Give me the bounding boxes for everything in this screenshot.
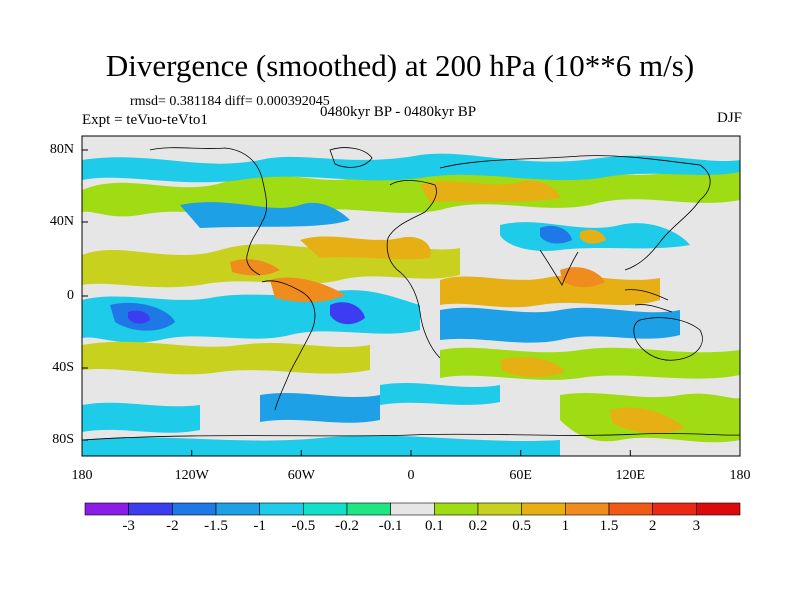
colorbar-swatch bbox=[565, 502, 610, 516]
colorbar-label: -1 bbox=[253, 518, 266, 534]
period-label: 0480kyr BP - 0480kyr BP bbox=[320, 104, 477, 120]
coast-north-america bbox=[149, 147, 267, 276]
colorbar-swatch bbox=[477, 502, 522, 516]
coast-australia bbox=[633, 317, 703, 361]
colorbar-swatch bbox=[652, 502, 697, 516]
field-negative-11 bbox=[82, 402, 200, 433]
contour-fill bbox=[82, 153, 740, 456]
colorbar-label: 3 bbox=[692, 518, 701, 534]
axis-ticks bbox=[82, 149, 631, 456]
stats-text: rmsd= 0.381184 diff= 0.000392045 bbox=[130, 94, 330, 109]
y-tick-label: 40N bbox=[49, 214, 74, 229]
colorbar-swatch bbox=[303, 502, 348, 516]
colorbar-swatch bbox=[434, 502, 479, 516]
colorbar-label: -3 bbox=[122, 518, 135, 534]
y-tick-label: 80S bbox=[52, 432, 74, 447]
colorbar bbox=[84, 502, 741, 516]
field-negative-13 bbox=[82, 435, 560, 456]
field-negative-8 bbox=[330, 302, 365, 325]
x-tick-label: 60W bbox=[287, 468, 315, 483]
field-positive-14 bbox=[610, 407, 685, 434]
x-tick-label: 180 bbox=[729, 468, 751, 483]
colorbar-label: 0.1 bbox=[424, 518, 444, 534]
y-tick-label: 80N bbox=[49, 142, 74, 157]
colorbar-swatch bbox=[390, 502, 435, 516]
season-label: DJF bbox=[716, 110, 742, 126]
colorbar-label: -2 bbox=[166, 518, 179, 534]
field-positive-9 bbox=[560, 267, 605, 288]
x-tick-label: 120E bbox=[615, 468, 646, 483]
x-tick-label: 0 bbox=[407, 468, 415, 483]
experiment-label: Expt = teVuo-teVto1 bbox=[82, 112, 208, 128]
plot-title: Divergence (smoothed) at 200 hPa (10**6 … bbox=[105, 48, 695, 83]
colorbar-label: 1.5 bbox=[599, 518, 619, 534]
colorbar-swatch bbox=[346, 502, 391, 516]
x-tick-label: 120W bbox=[174, 468, 209, 483]
colorbar-label: 0.5 bbox=[512, 518, 532, 534]
coast-europe-africa bbox=[386, 180, 441, 359]
coast-greenland bbox=[329, 147, 373, 168]
colorbar-label: 0.2 bbox=[468, 518, 488, 534]
colorbar-label: -0.2 bbox=[335, 518, 359, 534]
field-negative-7 bbox=[128, 310, 150, 324]
coast-indonesia bbox=[624, 289, 673, 313]
field-positive-2 bbox=[420, 180, 560, 202]
coastlines bbox=[82, 147, 740, 441]
y-tick-label: 0 bbox=[67, 288, 74, 303]
coast-india bbox=[539, 249, 579, 286]
y-tick-label: 40S bbox=[52, 360, 74, 375]
x-tick-label: 180 bbox=[71, 468, 93, 483]
colorbar-label: -0.5 bbox=[291, 518, 316, 534]
colorbar-swatch bbox=[521, 502, 566, 516]
field-positive-8 bbox=[440, 275, 660, 308]
field-negative-10 bbox=[380, 382, 500, 405]
colorbar-swatch bbox=[608, 502, 653, 516]
colorbar-label: 1 bbox=[561, 518, 570, 534]
colorbar-swatch bbox=[696, 502, 741, 516]
field-positive-5 bbox=[230, 259, 280, 276]
colorbar-label: -1.5 bbox=[204, 518, 228, 534]
colorbar-swatch bbox=[215, 502, 260, 516]
colorbar-swatch bbox=[128, 502, 173, 516]
field-negative-9 bbox=[440, 307, 680, 343]
field-negative-4 bbox=[540, 225, 572, 244]
colorbar-label: 2 bbox=[648, 518, 657, 534]
field-positive-7 bbox=[270, 277, 345, 303]
field-negative-12 bbox=[260, 392, 380, 423]
colorbar-swatch bbox=[259, 502, 304, 516]
coast-asia bbox=[439, 155, 711, 271]
field-positive-12 bbox=[500, 357, 565, 378]
colorbar-swatch bbox=[84, 502, 129, 516]
field-negative-1 bbox=[82, 153, 740, 183]
coast-south-america bbox=[261, 280, 316, 411]
field-positive-6 bbox=[580, 229, 606, 244]
field-positive-4 bbox=[300, 236, 431, 260]
coast-antarctica bbox=[82, 433, 740, 441]
x-tick-label: 60E bbox=[509, 468, 532, 483]
colorbar-label: -0.1 bbox=[378, 518, 403, 534]
colorbar-swatch bbox=[172, 502, 217, 516]
field-positive-10 bbox=[82, 341, 370, 375]
